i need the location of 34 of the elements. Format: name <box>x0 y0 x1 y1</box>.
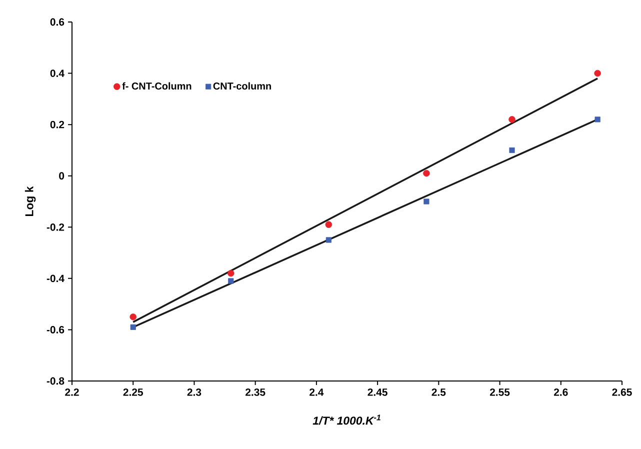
point <box>509 147 515 154</box>
x-tick-label: 2.55 <box>490 388 510 396</box>
x-tick-label: 2.6 <box>554 388 568 396</box>
y-tick-label: -0.6 <box>46 326 64 334</box>
point <box>423 170 430 177</box>
x-tick-label: 2.35 <box>246 388 266 396</box>
point <box>508 116 516 123</box>
y-tick-label: 0 <box>59 172 64 180</box>
x-tick-label: 2.65 <box>612 388 632 396</box>
point <box>594 116 600 122</box>
legend-label: CNT-column <box>213 82 271 90</box>
point <box>228 278 234 284</box>
point <box>228 270 234 277</box>
x-tick-label: 2.2 <box>65 388 79 396</box>
point <box>130 314 136 320</box>
x-tick-label: 2.25 <box>123 388 143 396</box>
x-axis-title: 1/T* 1000.K$^{-1}$ <box>312 414 380 425</box>
x-tick-label: 2.4 <box>310 388 324 396</box>
y-tick-label: -0.4 <box>46 274 64 282</box>
x-tick-label: 2.5 <box>432 388 446 396</box>
x-tick-label: 2.45 <box>368 388 388 396</box>
legend-label: f- CNT-Column <box>122 82 192 90</box>
y-tick-label: -0.2 <box>46 223 64 231</box>
point <box>326 237 332 243</box>
point <box>325 221 332 228</box>
y-axis-title: Log k <box>24 186 36 216</box>
y-tick-label: -0.8 <box>46 377 64 385</box>
y-tick-label: 0.6 <box>50 18 64 26</box>
point <box>130 324 136 330</box>
point <box>594 70 601 77</box>
point <box>424 198 430 204</box>
y-tick-label: 0.4 <box>50 70 64 77</box>
y-tick-label: 0.2 <box>50 120 64 128</box>
x-tick-label: 2.3 <box>187 388 202 396</box>
